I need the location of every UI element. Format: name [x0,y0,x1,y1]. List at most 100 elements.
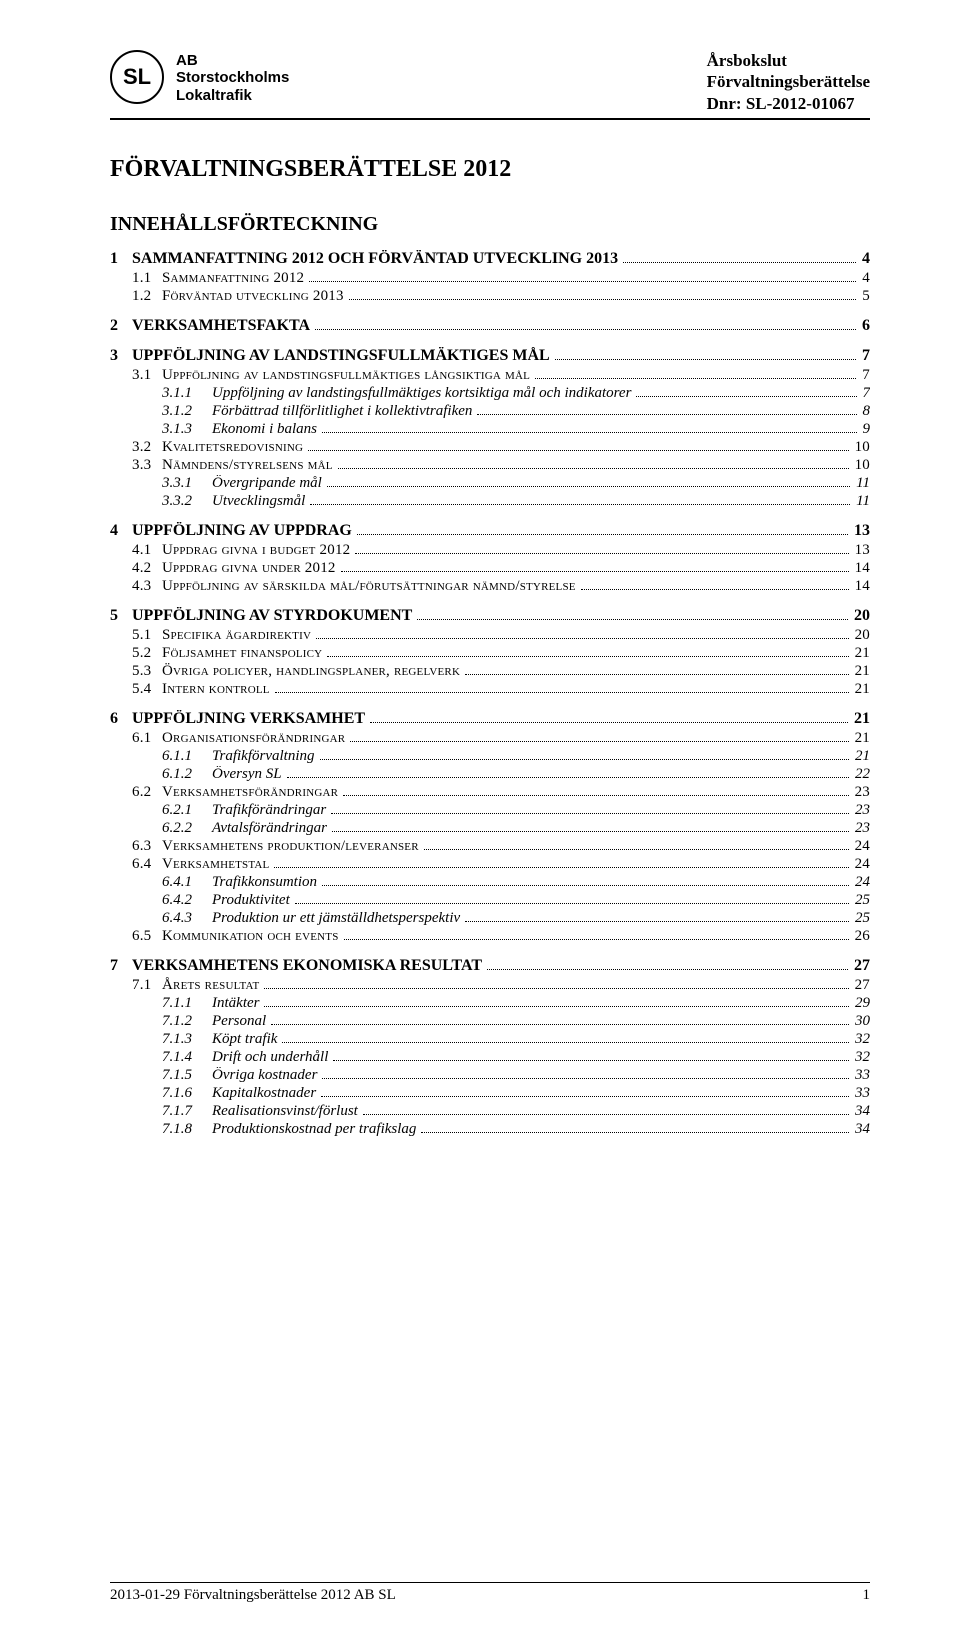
toc-entry[interactable]: 3UPPFÖLJNING AV LANDSTINGSFULLMÄKTIGES M… [110,347,870,365]
toc-entry[interactable]: 7.1.6Kapitalkostnader33 [110,1085,870,1102]
toc-leader-dots [316,638,848,639]
doc-ref: Dnr: SL-2012-01067 [707,93,870,114]
toc-entry[interactable]: 7.1.8Produktionskostnad per trafikslag34 [110,1121,870,1138]
toc-leader-dots [355,553,848,554]
toc-page: 21 [852,681,870,698]
toc-page: 7 [859,347,870,365]
toc-entry[interactable]: 3.2Kvalitetsredovisning10 [110,439,870,456]
toc-entry[interactable]: 7VERKSAMHETENS EKONOMISKA RESULTAT27 [110,957,870,975]
toc-label: Produktivitet [212,892,292,909]
toc-entry[interactable]: 6.1Organisationsförändringar21 [110,730,870,747]
toc-leader-dots [333,1060,849,1061]
toc-entry[interactable]: 3.3Nämndens/styrelsens mål10 [110,457,870,474]
toc-label: Förbättrad tillförlitlighet i kollektivt… [212,403,474,420]
toc-entry[interactable]: 5.3Övriga policyer, handlingsplaner, reg… [110,663,870,680]
toc-number: 3.1.1 [110,385,212,402]
toc-label: SAMMANFATTNING 2012 OCH FÖRVÄNTAD UTVECK… [132,250,620,268]
toc-entry[interactable]: 6.3Verksamhetens produktion/leveranser24 [110,838,870,855]
footer-left: 2013-01-29 Förvaltningsberättelse 2012 A… [110,1587,396,1604]
toc-leader-dots [424,849,849,850]
toc-entry[interactable]: 5.1Specifika ägardirektiv20 [110,627,870,644]
toc-entry[interactable]: 6UPPFÖLJNING VERKSAMHET21 [110,710,870,728]
toc-label: Verksamhetens produktion/leveranser [162,838,421,855]
toc-page: 25 [852,892,870,909]
toc-entry[interactable]: 7.1.7Realisationsvinst/förlust34 [110,1103,870,1120]
toc-entry[interactable]: 1SAMMANFATTNING 2012 OCH FÖRVÄNTAD UTVEC… [110,250,870,268]
toc-entry[interactable]: 6.4.3Produktion ur ett jämställdhetspers… [110,910,870,927]
toc-entry[interactable]: 5.4Intern kontroll21 [110,681,870,698]
toc-label: Intäkter [212,995,261,1012]
toc-entry[interactable]: 6.2.1Trafikförändringar23 [110,802,870,819]
toc-number: 3.3.1 [110,475,212,492]
toc-number: 7.1.4 [110,1049,212,1066]
toc-number: 5 [110,607,132,625]
toc-entry[interactable]: 3.1.2Förbättrad tillförlitlighet i kolle… [110,403,870,420]
toc-number: 6 [110,710,132,728]
toc-number: 4.2 [110,560,162,577]
toc-label: Nämndens/styrelsens mål [162,457,335,474]
toc-page: 24 [852,838,870,855]
toc-label: Utvecklingsmål [212,493,307,510]
toc-label: Realisationsvinst/förlust [212,1103,360,1120]
toc-number: 7.1.3 [110,1031,212,1048]
toc-entry[interactable]: 7.1Årets resultat27 [110,977,870,994]
toc-leader-dots [581,589,849,590]
toc-label: Drift och underhåll [212,1049,330,1066]
toc-number: 3.2 [110,439,162,456]
toc-leader-dots [264,1006,849,1007]
page-header: SL AB Storstockholms Lokaltrafik Årsboks… [110,50,870,120]
toc-entry[interactable]: 4.3Uppföljning av särskilda mål/förutsät… [110,578,870,595]
toc-leader-dots [310,504,850,505]
toc-entry[interactable]: 4.1Uppdrag givna i budget 201213 [110,542,870,559]
toc-leader-dots [331,813,849,814]
toc-entry[interactable]: 6.4.1Trafikkonsumtion24 [110,874,870,891]
toc-entry[interactable]: 3.1.3Ekonomi i balans9 [110,421,870,438]
toc-entry[interactable]: 2VERKSAMHETSFAKTA6 [110,317,870,335]
toc-number: 4.3 [110,578,162,595]
toc-entry[interactable]: 6.2.2Avtalsförändringar23 [110,820,870,837]
toc-page: 4 [859,250,870,268]
toc-entry[interactable]: 5UPPFÖLJNING AV STYRDOKUMENT20 [110,607,870,625]
toc-leader-dots [623,262,856,263]
toc-number: 6.1.2 [110,766,212,783]
toc-entry[interactable]: 7.1.2Personal30 [110,1013,870,1030]
toc-entry[interactable]: 3.3.1Övergripande mål11 [110,475,870,492]
toc-entry[interactable]: 7.1.3Köpt trafik32 [110,1031,870,1048]
toc-leader-dots [477,414,856,415]
toc-entry[interactable]: 7.1.1Intäkter29 [110,995,870,1012]
toc-label: Uppföljning av landstingsfullmäktiges lå… [162,367,532,384]
toc-entry[interactable]: 6.4.2Produktivitet25 [110,892,870,909]
toc-entry[interactable]: 6.5Kommunikation och events26 [110,928,870,945]
toc-entry[interactable]: 3.1Uppföljning av landstingsfullmäktiges… [110,367,870,384]
toc-entry[interactable]: 1.1Sammanfattning 20124 [110,270,870,287]
toc-label: Organisationsförändringar [162,730,347,747]
company-line-1: AB [176,52,289,69]
toc-entry[interactable]: 6.1.2Översyn SL22 [110,766,870,783]
toc-label: Specifika ägardirektiv [162,627,313,644]
toc-label: VERKSAMHETSFAKTA [132,317,312,335]
toc-leader-dots [555,359,856,360]
toc-leader-dots [349,299,857,300]
toc-entry[interactable]: 7.1.5Övriga kostnader33 [110,1067,870,1084]
toc-entry[interactable]: 4.2Uppdrag givna under 201214 [110,560,870,577]
footer-page-number: 1 [863,1587,871,1604]
toc-label: Förväntad utveckling 2013 [162,288,346,305]
toc-page: 13 [852,542,870,559]
toc-entry[interactable]: 6.1.1Trafikförvaltning21 [110,748,870,765]
toc-entry[interactable]: 3.1.1Uppföljning av landstingsfullmäktig… [110,385,870,402]
toc-entry[interactable]: 4UPPFÖLJNING AV UPPDRAG13 [110,522,870,540]
toc-number: 4.1 [110,542,162,559]
toc-label: UPPFÖLJNING AV STYRDOKUMENT [132,607,414,625]
toc-entry[interactable]: 5.2Följsamhet finanspolicy21 [110,645,870,662]
toc-number: 5.2 [110,645,162,662]
toc-entry[interactable]: 3.3.2Utvecklingsmål11 [110,493,870,510]
toc-number: 6.1.1 [110,748,212,765]
toc-entry[interactable]: 7.1.4Drift och underhåll32 [110,1049,870,1066]
toc-entry[interactable]: 6.4Verksamhetstal24 [110,856,870,873]
toc-entry[interactable]: 1.2Förväntad utveckling 20135 [110,288,870,305]
toc-label: Avtalsförändringar [212,820,329,837]
toc-label: Kapitalkostnader [212,1085,318,1102]
toc-entry[interactable]: 6.2Verksamhetsförändringar23 [110,784,870,801]
toc-number: 3.1.2 [110,403,212,420]
toc-leader-dots [275,692,849,693]
